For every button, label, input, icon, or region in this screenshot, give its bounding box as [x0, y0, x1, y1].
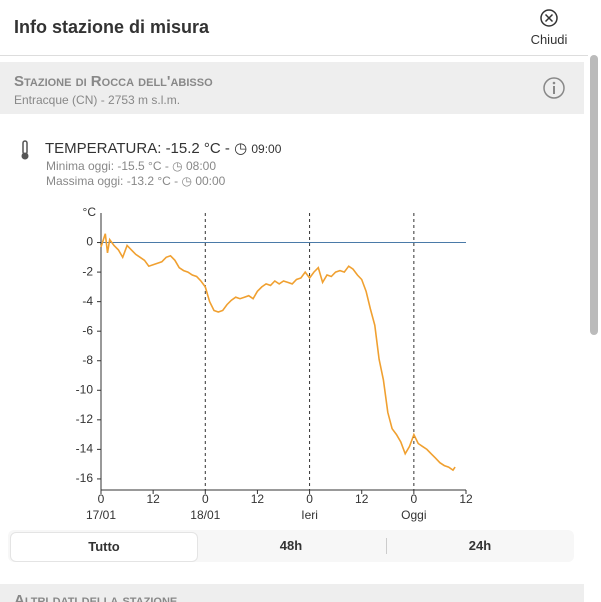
tab-bar: Tutto 48h 24h [8, 530, 574, 562]
x-tick-label: 12 [146, 492, 160, 506]
station-band [0, 62, 584, 114]
current-value: TEMPERATURA: -15.2 °C - [45, 140, 230, 157]
y-tick-label: -10 [76, 382, 94, 396]
day-label: 18/01 [190, 508, 220, 522]
y-tick-label: -2 [82, 264, 93, 278]
max-value: Massima oggi: -13.2 °C - [46, 174, 179, 188]
tab[interactable]: Tutto [10, 532, 198, 562]
x-tick-label: 0 [202, 492, 209, 506]
y-tick-label: -6 [82, 323, 93, 337]
day-label: Ieri [301, 508, 318, 522]
min-value: Minima oggi: -15.5 °C - [46, 159, 169, 173]
thermometer-icon [21, 140, 29, 160]
title: Info stazione di misura [14, 17, 210, 37]
y-tick-label: -16 [76, 471, 94, 485]
header [0, 0, 588, 56]
x-tick-label: 12 [251, 492, 265, 506]
y-tick-label: -4 [82, 294, 93, 308]
max-temp: Massima oggi: -13.2 °C - ◷ 00:00 [46, 174, 226, 188]
y-tick-label: -8 [82, 353, 93, 367]
close-icon [540, 9, 558, 27]
close-button[interactable]: Chiudi [528, 8, 570, 47]
station-name: Stazione di Rocca dell'abisso [14, 73, 213, 90]
day-label: Oggi [401, 508, 426, 522]
footer-title: Altri dati della stazione [14, 592, 178, 602]
current-time: 09:00 [251, 142, 282, 156]
chart: °C 0 -2 -4 -6 -8 -10 -12 -14 -16 0 12 0 12 0 12 0 12 17/01… [76, 205, 473, 522]
scrollbar [590, 55, 598, 335]
tab[interactable]: 48h [279, 538, 303, 553]
y-tick-label: -14 [76, 442, 94, 456]
x-tick-label: 12 [459, 492, 473, 506]
max-time: 00:00 [195, 174, 226, 188]
y-tick-label: 0 [86, 235, 93, 249]
current-temp: TEMPERATURA: -15.2 °C - ◷ 09:00 [45, 140, 282, 157]
footer-band: Altri dati della stazione [0, 584, 584, 602]
x-tick-label: 0 [98, 492, 105, 506]
x-tick-label: 0 [411, 492, 418, 506]
min-time: 08:00 [185, 159, 217, 173]
x-tick-label: 0 [306, 492, 313, 506]
day-label: 17/01 [86, 508, 116, 522]
tab-divider [386, 538, 387, 554]
tab[interactable]: 24h [468, 538, 492, 553]
close-label: Chiudi [530, 32, 568, 47]
temperature-line [100, 233, 456, 472]
min-temp: Minima oggi: -15.5 °C - ◷ 08:00 [46, 159, 217, 173]
y-tick-label: -12 [76, 412, 94, 426]
x-tick-label: 12 [355, 492, 369, 506]
info-icon[interactable] [542, 76, 566, 100]
y-axis-label: °C [83, 205, 97, 219]
station-location: Entracque (CN) - 2753 m s.l.m. [14, 93, 181, 107]
